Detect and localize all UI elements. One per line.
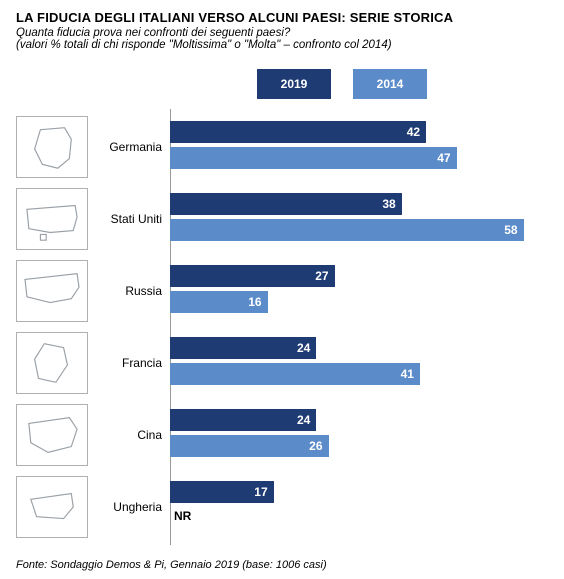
bars-cell: 17 NR [170,473,548,541]
legend-item-2014: 2014 [353,69,427,99]
bar-2019: 24 [170,409,316,431]
chart-row: Francia2441 [16,329,548,397]
legend-item-2019: 2019 [257,69,331,99]
legend: 2019 2014 [16,69,548,99]
bar-2019: 17 [170,481,274,503]
chart-subnote: (valori % totali di chi risponde "Moltis… [16,39,548,51]
bars-cell: 3858 [170,185,548,253]
bars-cell: 4247 [170,113,548,181]
country-label: Stati Uniti [88,212,170,226]
country-map-icon [16,116,88,178]
chart-row: Russia2716 [16,257,548,325]
bars-cell: 2716 [170,257,548,325]
bar-2014: 41 [170,363,420,385]
bar-2019: 24 [170,337,316,359]
bars-cell: 2426 [170,401,548,469]
country-map-icon [16,260,88,322]
chart-row: Cina2426 [16,401,548,469]
bar-2014: 47 [170,147,457,169]
bar-2019: 27 [170,265,335,287]
chart-row: Ungheria17 NR [16,473,548,541]
bar-2019: 42 [170,121,426,143]
country-label: Germania [88,140,170,154]
country-map-icon [16,188,88,250]
chart-row: Germania4247 [16,113,548,181]
bar-2014: 26 [170,435,329,457]
country-map-icon [16,332,88,394]
chart-area: Germania4247Stati Uniti3858Russia2716Fra… [16,113,548,541]
chart-row: Stati Uniti3858 [16,185,548,253]
source-text: Fonte: Sondaggio Demos & Pi, Gennaio 201… [16,559,327,571]
bars-cell: 2441 [170,329,548,397]
bar-2019: 38 [170,193,402,215]
country-label: Russia [88,284,170,298]
bar-2014: 16 [170,291,268,313]
chart-title: LA FIDUCIA DEGLI ITALIANI VERSO ALCUNI P… [16,10,548,25]
country-label: Cina [88,428,170,442]
bar-2014: 58 [170,219,524,241]
country-label: Ungheria [88,500,170,514]
country-map-icon [16,404,88,466]
country-label: Francia [88,356,170,370]
chart-subtitle: Quanta fiducia prova nei confronti dei s… [16,27,548,39]
country-map-icon [16,476,88,538]
nr-label: NR [174,509,191,523]
